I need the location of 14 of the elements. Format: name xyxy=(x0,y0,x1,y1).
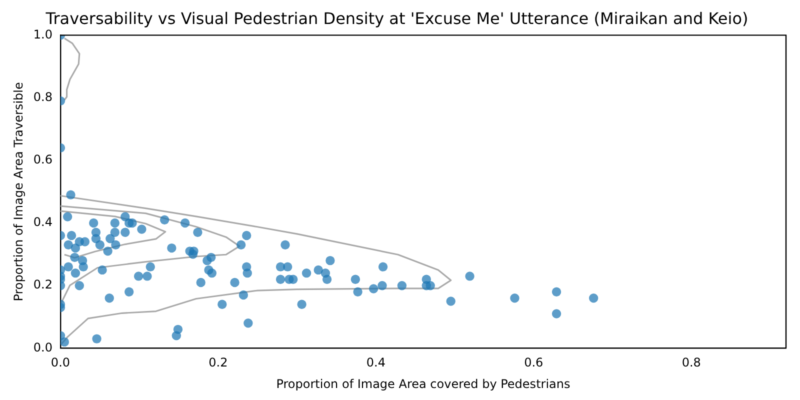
x-tick-label: 0.2 xyxy=(208,356,228,370)
y-tick-label: 0.4 xyxy=(33,215,52,230)
chart-title: Traversability vs Visual Pedestrian Density at 'Excuse Me' Utterance (Miraikan and Keio) xyxy=(44,8,748,28)
y-axis-title: Proportion of Image Area Traversible xyxy=(11,82,26,302)
y-tick-label: 0.8 xyxy=(33,90,52,104)
y-tick-label: 1.0 xyxy=(33,27,52,42)
x-tick-label: 0.0 xyxy=(50,356,70,370)
x-tick-label: 0.6 xyxy=(524,356,544,370)
x-tick-label: 0.8 xyxy=(682,356,701,370)
x-tick-label: 0.4 xyxy=(366,356,386,370)
y-tick-label: 0.2 xyxy=(33,278,52,292)
y-tick-label: 0.6 xyxy=(33,152,52,167)
y-tick-label: 0.0 xyxy=(33,340,52,354)
x-axis-title: Proportion of Image Area covered by Pedestrians xyxy=(276,376,570,391)
